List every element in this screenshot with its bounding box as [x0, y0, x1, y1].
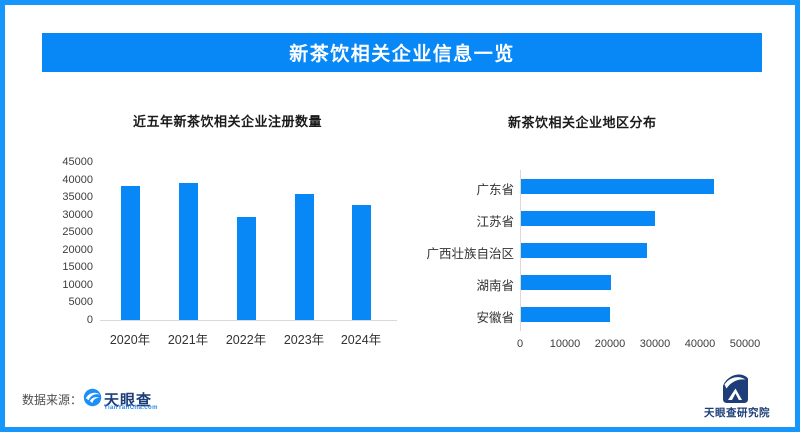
bar-江苏省 — [521, 211, 656, 226]
y-axis-tick-label: 25000 — [62, 226, 93, 238]
page-title: 新茶饮相关企业信息一览 — [289, 44, 515, 65]
x-axis-category-label: 2024年 — [340, 333, 382, 347]
bar-2021年 — [178, 183, 198, 320]
y-axis-category-label: 安徽省 — [476, 310, 514, 325]
page-title-banner: 新茶饮相关企业信息一览 — [42, 33, 762, 72]
y-axis-tick-label: 15000 — [62, 261, 93, 273]
y-axis-tick-label: 45000 — [62, 156, 93, 168]
data-source-label: 数据来源： — [22, 393, 83, 407]
y-axis-category-label: 江苏省 — [476, 214, 514, 229]
y-axis-tick-label: 10000 — [62, 278, 93, 291]
y-axis-tick-label: 40000 — [62, 173, 93, 186]
bar-广西壮族自治区 — [521, 243, 647, 258]
bar-广东省 — [521, 179, 714, 194]
research-institute-label: 天眼查研究院 — [704, 407, 770, 419]
x-axis-tick-label: 20000 — [594, 338, 626, 350]
bar-湖南省 — [521, 275, 611, 290]
bar-2024年 — [351, 204, 371, 320]
y-axis-line — [520, 170, 521, 331]
bar-2020年 — [120, 185, 140, 320]
x-axis-tick-label: 30000 — [639, 338, 671, 350]
x-axis-category-label: 2023年 — [283, 333, 325, 347]
tianyancha-research-icon — [721, 373, 749, 409]
x-axis-line — [100, 320, 397, 321]
left-chart-title: 近五年新茶饮相关企业注册数量 — [133, 114, 323, 129]
tianyancha-logo-url: TianYanCha.com — [104, 405, 158, 411]
x-axis-category-label: 2020年 — [109, 333, 151, 347]
x-axis-tick-label: 10000 — [549, 338, 581, 350]
x-axis-category-label: 2021年 — [167, 333, 209, 347]
y-axis-tick-label: 20000 — [62, 243, 93, 256]
y-axis-tick-label: 5000 — [68, 296, 93, 308]
x-axis-tick-label: 0 — [516, 338, 524, 350]
right-chart-title: 新茶饮相关企业地区分布 — [508, 115, 657, 130]
bar-2023年 — [294, 194, 314, 320]
y-axis-tick-label: 30000 — [62, 208, 93, 221]
x-axis-tick-label: 50000 — [729, 338, 761, 350]
y-axis-tick-label: 0 — [86, 313, 93, 326]
y-axis-category-label: 广西壮族自治区 — [426, 246, 514, 261]
y-axis-tick-label: 35000 — [62, 191, 93, 203]
x-axis-category-label: 2022年 — [225, 333, 267, 347]
tianyancha-eye-icon — [83, 388, 102, 412]
y-axis-category-label: 广东省 — [476, 182, 514, 197]
x-axis-tick-label: 40000 — [684, 338, 716, 350]
bar-安徽省 — [521, 307, 610, 322]
tianyancha-logo-text: 天眼查 — [104, 392, 153, 409]
bar-2022年 — [236, 217, 256, 320]
y-axis-category-label: 湖南省 — [476, 278, 514, 293]
